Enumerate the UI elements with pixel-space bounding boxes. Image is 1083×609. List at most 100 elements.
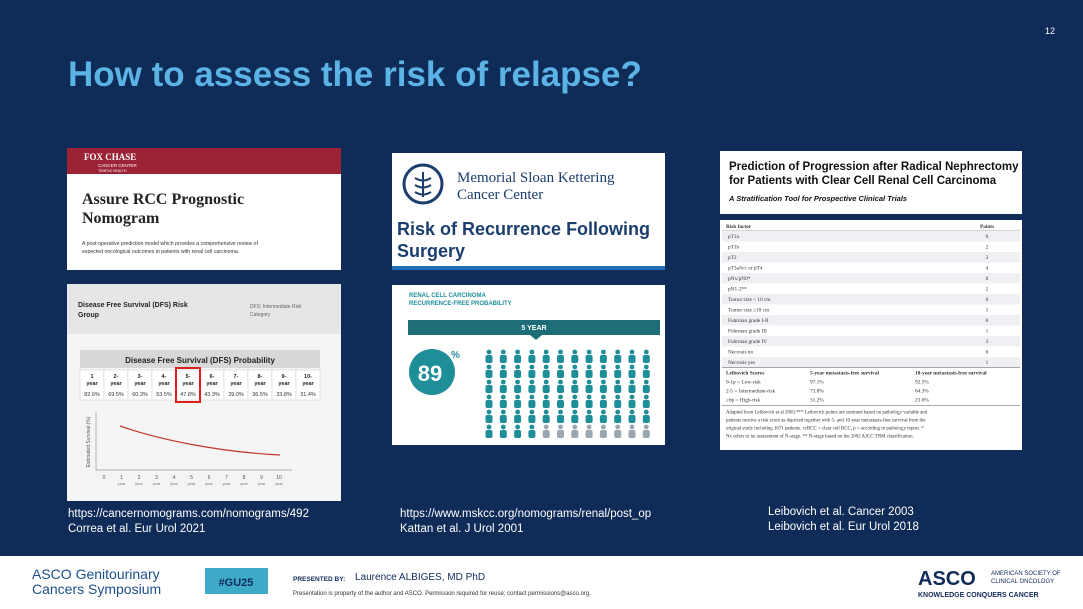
infographic-title: RENAL CELL CARCINOMA (409, 293, 486, 299)
score-cell: 23.6% (915, 398, 929, 404)
person-icon-body (514, 415, 522, 423)
dfs-column-label: 8- (258, 374, 263, 380)
dfs-x-tick: 7 (225, 475, 228, 481)
dfs-column-label: 2- (114, 374, 119, 380)
person-icon-body (585, 430, 593, 438)
citation: https://cancernomograms.com/nomograms/49… (68, 508, 309, 520)
score-header: 5-year metastasis-free survival (810, 371, 879, 377)
person-icon-head (586, 409, 592, 415)
table-cell: 1 (986, 308, 989, 314)
dfs-table-cell (103, 369, 129, 401)
person-icon-head (615, 364, 621, 370)
dfs-category: Category (250, 312, 271, 318)
infographic-circle (409, 349, 455, 395)
msk-heading: Surgery (397, 241, 465, 261)
person-icon-head (486, 394, 492, 400)
person-icon-head (615, 409, 621, 415)
person-icon-head (615, 394, 621, 400)
person-icon-body (557, 415, 564, 423)
person-icon-head (643, 364, 649, 370)
table-header: Risk factor (726, 224, 752, 230)
person-icon-body (571, 400, 579, 408)
dfs-x-tick: 6 (208, 475, 211, 481)
person-icon-body (528, 400, 536, 408)
dfs-category: DFS: Intermediate Risk (250, 304, 302, 310)
person-icon-body (528, 370, 536, 378)
person-icon-head (629, 379, 635, 385)
dfs-value: 69.5% (108, 392, 124, 398)
person-icon-head (529, 424, 535, 430)
dfs-column-label: year (86, 381, 98, 387)
table-cell: pT1b (728, 245, 740, 251)
dfs-value: 33.8% (276, 392, 292, 398)
person-icon-body (585, 370, 593, 378)
table-cell: Necrosis yes (728, 360, 755, 366)
person-icon-head (643, 394, 649, 400)
person-icon-body (599, 370, 607, 378)
score-cell: 2-5 = Intermediate-risk (726, 389, 776, 395)
dfs-heading: Disease Free Survival (DFS) Risk (78, 302, 188, 309)
person-icon-head (515, 394, 520, 400)
person-icon-head (486, 409, 492, 415)
dfs-value: 82.6% (84, 392, 100, 398)
table-cell: 0 (986, 297, 989, 303)
person-icon-head (586, 379, 592, 385)
person-icon-body (642, 430, 650, 438)
table-row-band (722, 273, 1020, 284)
score-cell: 64.3% (915, 389, 929, 395)
person-icon-head (629, 394, 635, 400)
person-icon-body (599, 400, 607, 408)
person-icon-body (614, 400, 622, 408)
person-icon-head (629, 424, 635, 430)
person-icon-head (643, 379, 649, 385)
person-icon-body (514, 355, 522, 363)
infographic-bar-label: 5 YEAR (521, 325, 546, 332)
infographic-bar-pointer (530, 335, 542, 340)
msk-logo-mark (414, 172, 432, 197)
person-icon-head (515, 379, 520, 385)
person-icon-head (629, 409, 635, 415)
dfs-column-label: year (182, 381, 194, 387)
person-icon-body (628, 430, 636, 438)
dfs-x-tick: 8 (243, 475, 246, 481)
person-icon-body (628, 355, 636, 363)
person-icon-head (543, 364, 549, 370)
person-icon-body (542, 415, 550, 423)
table-cell: 0 (986, 318, 989, 324)
dfs-x-tick-unit: year (240, 481, 248, 486)
table-cell: 4 (986, 266, 989, 272)
msk-logo-text: Cancer Center (457, 187, 543, 203)
table-footnote: Adapted from Leibovich et al 2003.*** Le… (726, 411, 928, 416)
person-icon-body (571, 385, 579, 393)
person-icon-body (571, 355, 579, 363)
person-icon-head (486, 379, 492, 385)
person-icon-body (557, 430, 564, 438)
dfs-table-cell (223, 369, 249, 401)
table-cell: 3 (986, 339, 989, 345)
person-icon-body (585, 400, 593, 408)
table-cell: 3 (986, 255, 989, 261)
person-icon-head (486, 364, 492, 370)
person-icon-head (586, 364, 592, 370)
dfs-heading: Group (78, 312, 99, 319)
leibovich-title: for Patients with Clear Cell Renal Cell … (729, 175, 997, 187)
presenter: Laurence ALBIGES, MD PhD (355, 572, 485, 583)
infographic-title: RECURRENCE-FREE PROBABILITY (409, 301, 512, 307)
leibovich-title: Prediction of Progression after Radical … (729, 161, 1019, 173)
dfs-x-tick: 0 (103, 475, 106, 481)
score-header: 10-year metastasis-free survival (915, 371, 987, 377)
dfs-x-tick-unit: year (258, 481, 266, 486)
citation: Leibovich et al. Eur Urol 2018 (768, 521, 919, 533)
person-icon-body (557, 355, 564, 363)
person-icon-body (571, 415, 579, 423)
person-icon-body (628, 415, 636, 423)
table-footnote: original study including 1671 patients. … (726, 427, 924, 432)
person-icon-body (528, 415, 536, 423)
person-icon-body (499, 370, 507, 378)
table-cell: pT2 (728, 255, 737, 261)
person-icon-body (528, 430, 536, 438)
table-cell: Fuhrman grade III (728, 329, 767, 335)
table-cell: 0 (986, 350, 989, 356)
person-icon-head (529, 379, 535, 385)
person-icon-head (629, 349, 635, 355)
